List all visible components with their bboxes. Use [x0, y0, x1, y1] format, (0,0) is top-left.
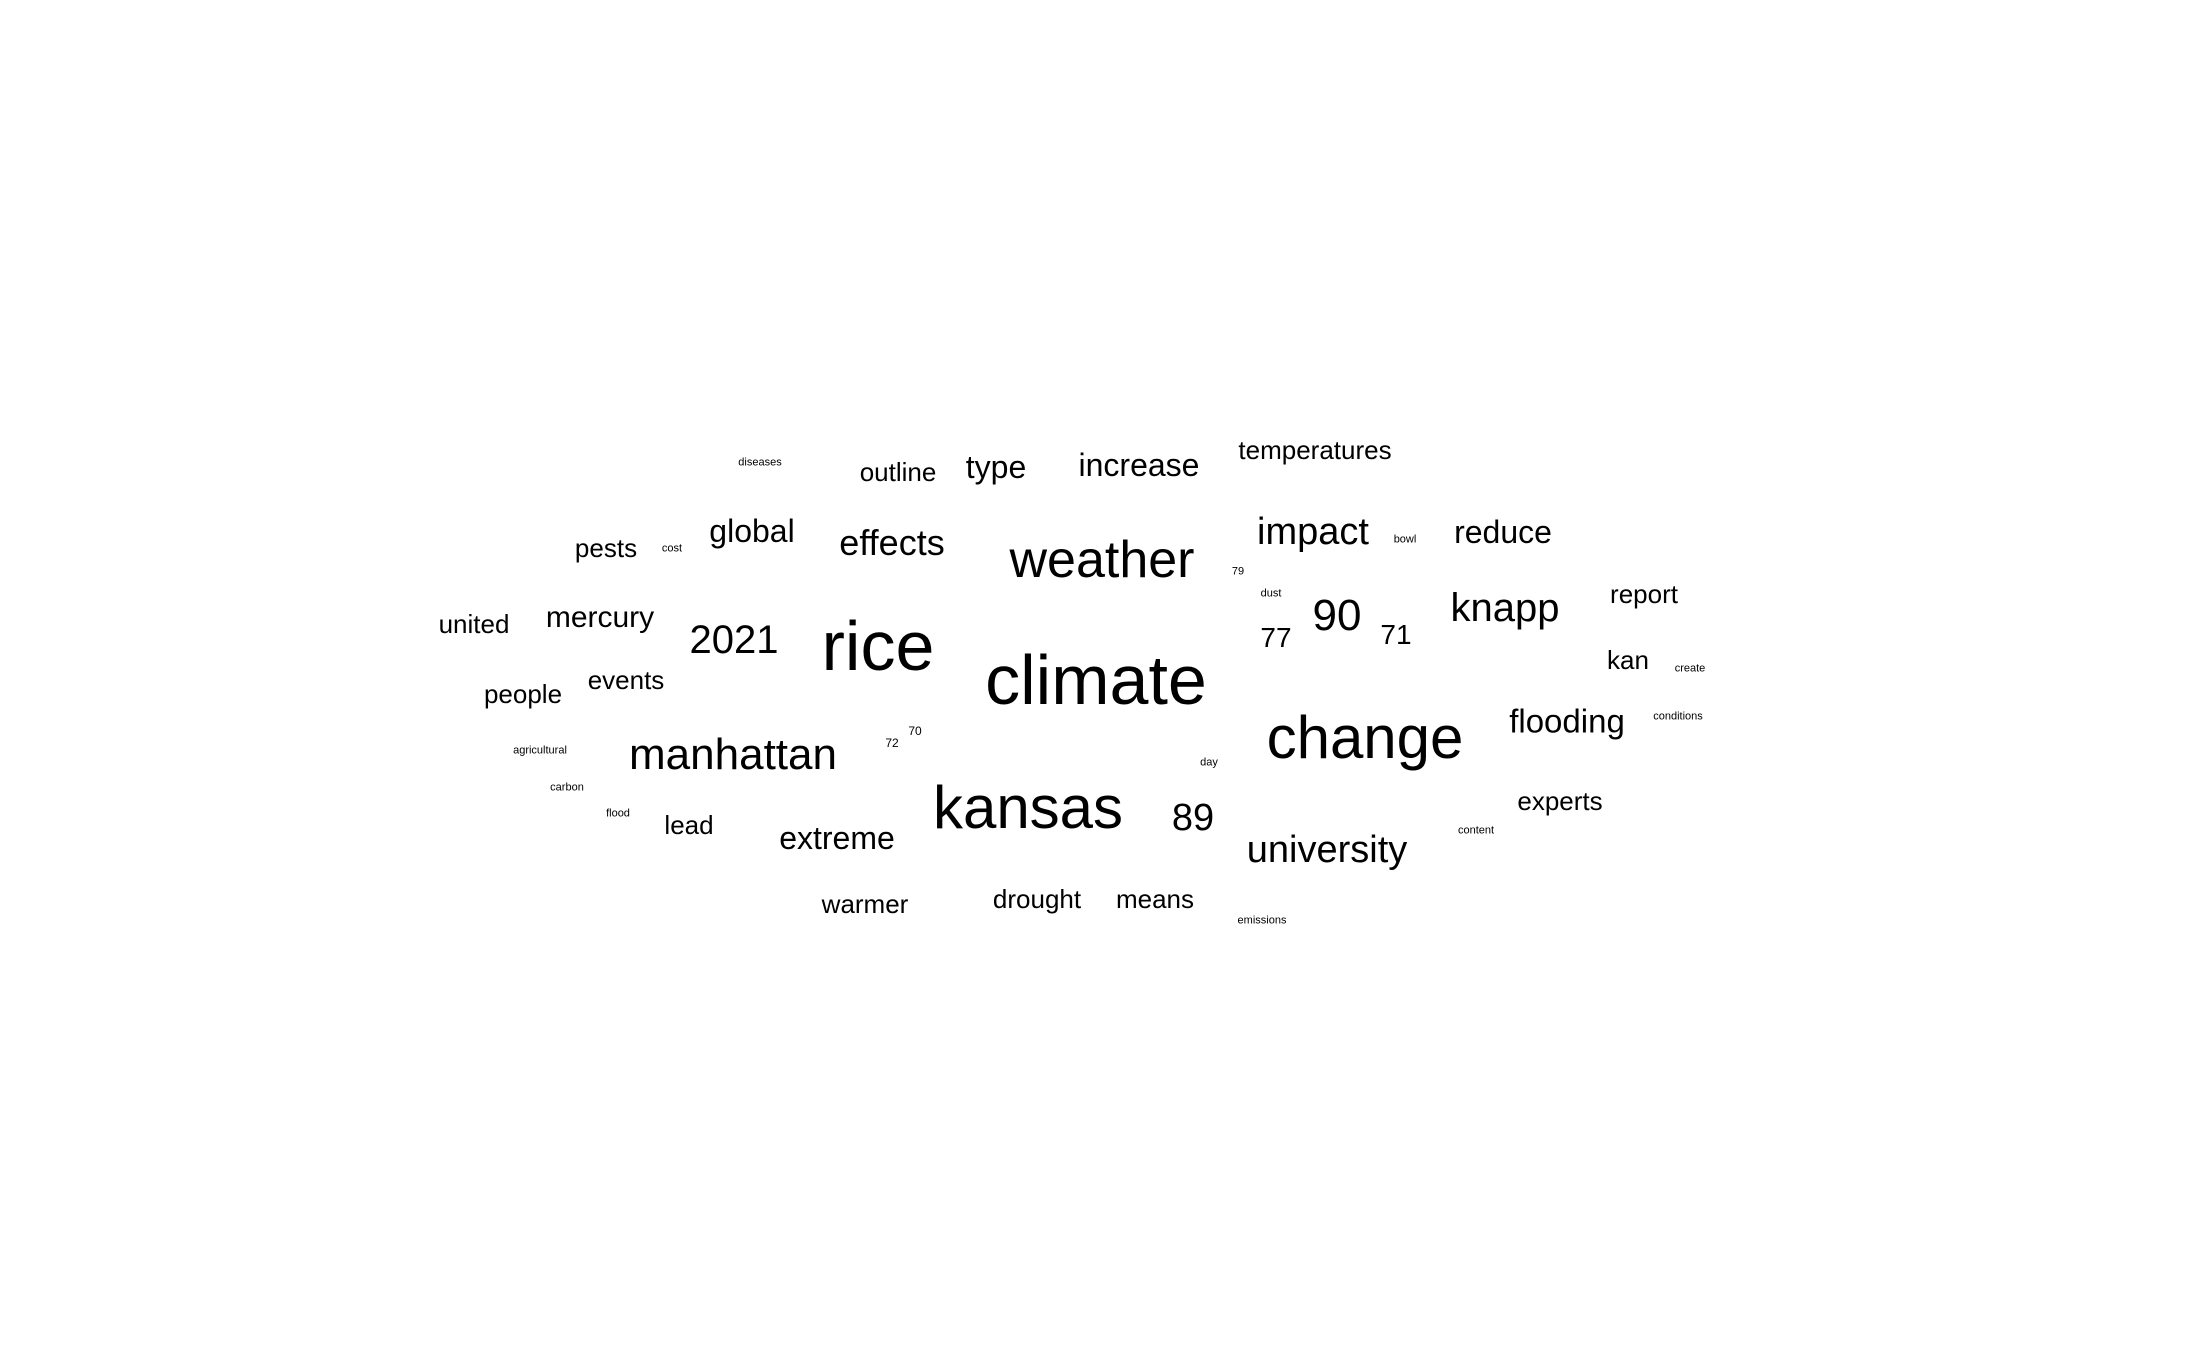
word-means: means [1115, 884, 1195, 914]
word-79: 79 [1231, 565, 1245, 578]
word-2021: 2021 [689, 618, 779, 662]
word-kansas: kansas [932, 774, 1124, 841]
word-report: report [1610, 579, 1678, 609]
word-effects: effects [839, 522, 945, 563]
word-type: type [965, 449, 1027, 485]
word-90: 90 [1312, 591, 1362, 640]
word-knapp: knapp [1450, 586, 1560, 630]
word-warmer: warmer [821, 889, 909, 919]
word-flood: flood [606, 807, 630, 820]
word-global: global [709, 513, 795, 549]
word-70: 70 [908, 724, 922, 738]
word-day: day [1200, 756, 1218, 769]
word-impact: impact [1257, 511, 1369, 553]
word-bowl: bowl [1393, 533, 1417, 546]
word-manhattan: manhattan [629, 730, 837, 779]
word-temperatures: temperatures [1238, 435, 1392, 465]
word-emissions: emissions [1237, 914, 1287, 927]
word-carbon: carbon [550, 781, 584, 794]
word-cost: cost [661, 542, 683, 555]
word-outline: outline [859, 457, 937, 487]
word-people: people [483, 679, 563, 709]
word-reduce: reduce [1454, 514, 1552, 550]
word-dust: dust [1260, 587, 1282, 600]
word-flooding: flooding [1509, 702, 1625, 740]
word-conditions: conditions [1653, 710, 1703, 723]
word-university: university [1246, 829, 1408, 871]
word-77: 77 [1260, 622, 1292, 653]
word-content: content [1457, 824, 1495, 837]
word-change: change [1266, 704, 1464, 771]
word-lead: lead [664, 810, 714, 840]
word-agricultural: agricultural [513, 744, 567, 757]
word-89: 89 [1171, 797, 1215, 839]
word-kan: kan [1607, 645, 1649, 675]
word-experts: experts [1517, 786, 1603, 816]
word-climate: climate [985, 641, 1207, 719]
word-72: 72 [885, 736, 899, 750]
word-diseases: diseases [738, 456, 782, 469]
word-mercury: mercury [545, 601, 655, 634]
word-increase: increase [1078, 447, 1200, 483]
word-events: events [587, 665, 665, 695]
word-rice: rice [821, 607, 935, 685]
word-extreme: extreme [779, 820, 895, 856]
word-71: 71 [1380, 619, 1412, 650]
word-create: create [1674, 662, 1706, 675]
word-pests: pests [574, 533, 638, 563]
word-united: united [438, 609, 510, 639]
word-drought: drought [992, 884, 1082, 914]
word-weather: weather [1009, 531, 1195, 589]
